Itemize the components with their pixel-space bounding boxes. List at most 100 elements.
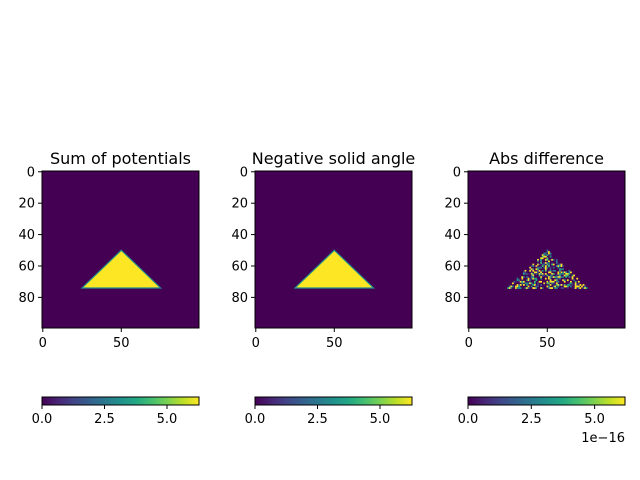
noise-cell	[527, 285, 530, 288]
noise-cell	[559, 277, 561, 280]
noise-cell	[560, 284, 563, 286]
noise-cell	[571, 277, 574, 280]
noise-cell	[551, 262, 553, 264]
noise-cell	[538, 263, 541, 266]
noise-cell	[541, 257, 544, 260]
noise-cell	[511, 285, 514, 288]
noise-cell	[538, 274, 541, 277]
noise-cell	[557, 274, 560, 277]
colorbar-tick-label: 5.0	[370, 412, 391, 427]
y-tick-label: 20	[18, 197, 35, 212]
noise-cell	[554, 257, 557, 260]
noise-cell	[507, 287, 510, 289]
colorbar-offset-label: 1e−16	[581, 431, 625, 446]
noise-cell	[541, 254, 544, 256]
noise-cell	[562, 271, 564, 274]
noise-cell	[516, 279, 519, 282]
noise-cell	[537, 260, 539, 263]
noise-cell	[535, 268, 538, 271]
noise-cell	[570, 280, 572, 283]
noise-cell	[529, 266, 531, 269]
noise-cell	[540, 273, 542, 275]
noise-cell	[552, 258, 555, 261]
noise-cell	[551, 269, 553, 272]
noise-cell	[544, 252, 547, 255]
noise-cell	[577, 287, 580, 289]
noise-cell	[515, 287, 517, 289]
noise-cell	[548, 269, 550, 272]
noise-cell	[570, 271, 572, 274]
colorbar-tick-label: 2.5	[94, 412, 115, 427]
noise-cell	[540, 284, 542, 286]
noise-cell	[527, 273, 530, 275]
noise-cell	[518, 287, 521, 289]
noise-cell	[540, 277, 542, 280]
noise-cell	[571, 284, 574, 286]
noise-cell	[541, 263, 544, 266]
noise-cell	[548, 260, 550, 263]
noise-cell	[552, 273, 555, 275]
noise-cell	[560, 276, 563, 278]
heatmap-background	[42, 171, 199, 328]
noise-cell	[537, 266, 539, 269]
noise-cell	[562, 279, 564, 282]
noise-cell	[527, 276, 530, 278]
noise-cell	[544, 269, 547, 272]
noise-cell	[562, 276, 564, 278]
noise-cell	[533, 271, 536, 274]
noise-cell	[566, 285, 569, 288]
noise-cell	[560, 265, 563, 267]
noise-cell	[548, 282, 550, 285]
colorbar-tick-label: 0.0	[32, 412, 53, 427]
noise-cell	[533, 268, 536, 271]
y-tick-label: 60	[444, 259, 461, 274]
noise-cell	[560, 287, 563, 289]
noise-cell	[546, 282, 549, 285]
y-tick-label: 60	[231, 259, 248, 274]
noise-cell	[543, 274, 546, 277]
noise-cell	[548, 287, 550, 289]
noise-cell	[549, 254, 552, 256]
noise-cell	[559, 265, 561, 267]
noise-cell	[576, 284, 579, 286]
axes-frame	[254, 170, 413, 329]
noise-cell	[537, 287, 539, 289]
noise-cell	[522, 280, 525, 283]
noise-cell	[571, 282, 574, 285]
noise-cell	[511, 282, 514, 285]
noise-cell	[541, 287, 544, 289]
y-tick-label: 80	[231, 291, 248, 306]
noise-cell	[554, 269, 557, 272]
noise-cell	[546, 263, 549, 266]
noise-cell	[555, 287, 558, 289]
noise-cell	[519, 284, 522, 286]
noise-cell	[584, 285, 586, 288]
noise-cell	[541, 265, 544, 267]
noise-cell	[521, 280, 524, 283]
colorbar-frame	[467, 396, 626, 406]
noise-cell	[555, 284, 558, 286]
noise-cell	[516, 284, 519, 286]
y-tick-label: 20	[231, 197, 248, 212]
noise-cell	[548, 251, 550, 253]
noise-cell	[508, 285, 511, 288]
noise-cell	[555, 262, 558, 264]
noise-cell	[530, 273, 533, 275]
y-tick-label: 0	[453, 165, 461, 180]
noise-cell	[565, 276, 568, 278]
noise-cell	[560, 263, 563, 266]
noise-cell	[559, 276, 561, 278]
noise-cell	[529, 279, 531, 282]
colorbar-gradient	[468, 397, 625, 405]
colorbar-gradient	[42, 397, 199, 405]
noise-cell	[568, 269, 571, 272]
noise-cell	[571, 274, 574, 277]
noise-cell	[574, 285, 577, 288]
noise-cell	[515, 280, 517, 283]
noise-cell	[546, 285, 549, 288]
noise-cell	[530, 276, 533, 278]
noise-cell	[559, 273, 561, 275]
noise-cell	[563, 285, 566, 288]
noise-cell	[524, 271, 527, 274]
noise-cell	[532, 263, 535, 266]
